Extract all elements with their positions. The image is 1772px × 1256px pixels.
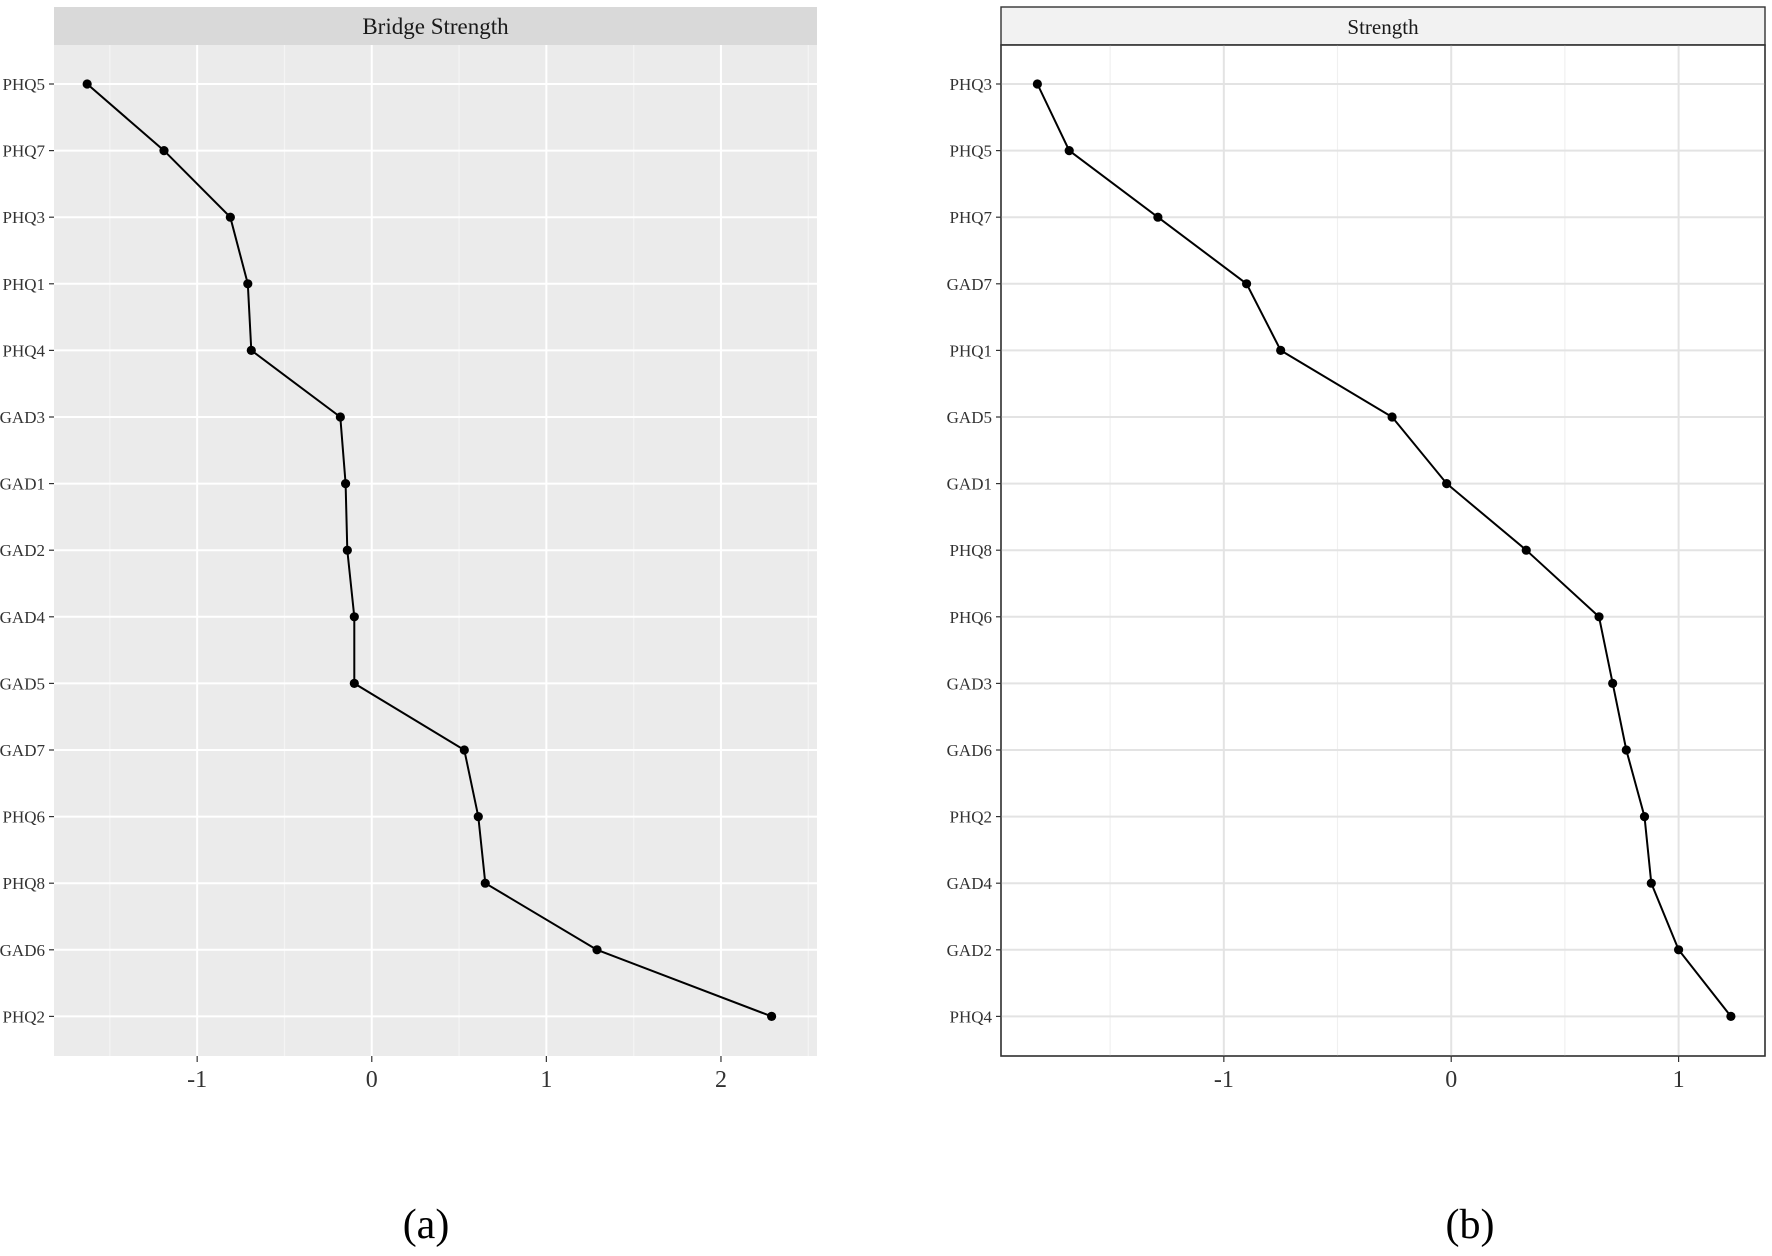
x-tick-label: 1 [540, 1067, 552, 1093]
data-point-gad4 [349, 612, 359, 622]
data-point-gad6 [592, 945, 602, 955]
y-tick-label: GAD3 [947, 674, 992, 693]
data-point-gad2 [1673, 945, 1684, 955]
y-tick-label: PHQ2 [949, 808, 992, 827]
data-point-gad5 [349, 678, 359, 689]
y-tick-label: PHQ6 [2, 808, 45, 827]
data-point-phq7 [1153, 212, 1163, 222]
facet-strip-title: Bridge Strength [362, 14, 509, 39]
data-point-phq8 [1521, 545, 1531, 555]
x-tick-label: 0 [366, 1067, 378, 1093]
y-tick-label: GAD4 [0, 608, 45, 627]
data-point-phq5 [1064, 146, 1074, 156]
y-tick-label: GAD5 [0, 674, 45, 693]
y-tick-label: GAD6 [947, 741, 992, 760]
facet-strip [54, 7, 817, 45]
y-tick-label: PHQ7 [2, 142, 45, 161]
data-point-phq7 [159, 146, 169, 156]
panel-b-strength: Strength PHQ3 PHQ5 PHQ7 GAD7 PHQ1 GAD5 GAD1 PHQ8… [947, 6, 1766, 1248]
x-tick-label: 1 [1673, 1067, 1685, 1093]
panel-caption: (a) [403, 1202, 450, 1248]
y-tick-label: PHQ3 [949, 75, 992, 94]
y-tick-label: PHQ4 [2, 341, 45, 360]
data-point-gad1 [340, 479, 351, 489]
data-point-phq6 [473, 812, 483, 822]
x-tick-label: -1 [187, 1067, 207, 1093]
y-tick-label: PHQ6 [949, 608, 992, 627]
data-point-phq1 [1276, 345, 1286, 355]
y-tick-label: GAD2 [947, 941, 992, 960]
data-point-phq3 [1032, 79, 1042, 89]
y-tick-label: GAD6 [0, 941, 45, 960]
data-point-phq2 [1639, 812, 1650, 822]
y-tick-label: GAD3 [0, 408, 45, 427]
data-point-gad5 [1387, 412, 1397, 422]
y-tick-label: GAD5 [947, 408, 992, 427]
y-tick-label: PHQ5 [2, 75, 45, 94]
data-point-gad3 [1608, 678, 1618, 689]
data-point-gad7 [1241, 279, 1252, 289]
y-tick-label: GAD1 [0, 475, 45, 494]
data-point-gad1 [1442, 479, 1452, 489]
y-tick-label: PHQ1 [949, 341, 992, 360]
y-tick-label: PHQ8 [949, 541, 992, 560]
data-point-gad7 [459, 745, 469, 755]
x-tick-label: 2 [715, 1067, 727, 1093]
data-point-phq3 [225, 212, 235, 222]
y-tick-label: PHQ8 [2, 874, 45, 893]
facet-strip-title: Strength [1347, 15, 1419, 39]
data-point-phq2 [767, 1011, 777, 1022]
y-tick-label: GAD4 [947, 874, 993, 893]
panel-caption: (b) [1446, 1202, 1495, 1248]
data-point-phq6 [1594, 612, 1604, 622]
y-tick-label: GAD2 [0, 541, 45, 560]
y-tick-label: PHQ2 [2, 1007, 45, 1026]
y-tick-label: PHQ5 [949, 142, 992, 161]
x-tick-label: 0 [1445, 1067, 1457, 1093]
y-tick-label: PHQ1 [2, 275, 45, 294]
y-tick-label: GAD1 [947, 475, 992, 494]
data-point-phq4 [246, 345, 256, 355]
data-point-phq8 [480, 878, 490, 888]
y-tick-label: PHQ4 [949, 1007, 992, 1026]
panel-a-bridge-strength: Bridge Strength PHQ5 PHQ7 PHQ3 PHQ1 PHQ4 GAD3 G… [0, 7, 817, 1248]
data-point-phq4 [1726, 1011, 1736, 1022]
data-point-gad3 [335, 412, 345, 422]
data-point-gad6 [1621, 745, 1631, 755]
y-tick-label: PHQ3 [2, 208, 45, 227]
facet-strip [1000, 6, 1766, 46]
data-point-phq5 [82, 79, 92, 89]
x-tick-label: -1 [1214, 1067, 1234, 1093]
y-tick-label: GAD7 [0, 741, 45, 760]
data-point-phq1 [243, 279, 253, 289]
y-tick-label: GAD7 [947, 275, 993, 294]
data-point-gad2 [342, 545, 352, 555]
data-point-gad4 [1646, 878, 1656, 888]
y-tick-label: PHQ7 [949, 208, 992, 227]
